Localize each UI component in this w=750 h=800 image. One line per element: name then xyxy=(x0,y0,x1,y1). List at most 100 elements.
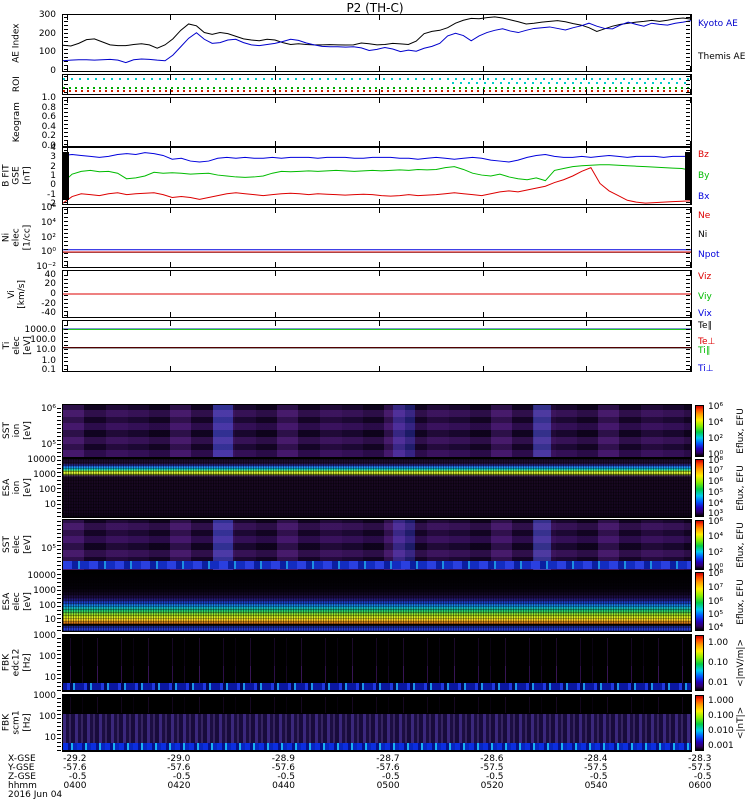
tick-label: 100 xyxy=(38,652,56,663)
tick-label: 1.00 xyxy=(708,637,729,648)
tick-label: 0.01 xyxy=(708,678,729,689)
tick-label: 0 xyxy=(50,180,56,191)
tick-label: 100 xyxy=(38,485,56,496)
x-tick-mark xyxy=(274,141,276,146)
tick-label: 1.0 xyxy=(41,355,56,366)
row-label-z-gse: Z-GSE xyxy=(8,772,36,782)
series-legend-label: Bz xyxy=(698,150,709,161)
fbk-scm1-spectrogram xyxy=(57,694,692,752)
tick-label: 10⁶ xyxy=(708,401,724,412)
x-tick-mark xyxy=(378,98,380,103)
tick-label: 1000 xyxy=(33,690,56,701)
time-tick-column: -29.0 -57.6 -0.5 0420 xyxy=(167,754,191,791)
tick-label: 1.0 xyxy=(41,93,56,103)
ti-legend: Te∥ Te⊥ Ti∥ Ti⊥ xyxy=(698,320,750,374)
tick-label: 4 xyxy=(50,143,56,154)
fbk-edc12-streaks-lower xyxy=(63,665,691,685)
panel-esa-ion: ESA ion [eV] 10000 1000 100 10 10⁸ 10⁷ 10⁶ 10⁵ 10… xyxy=(0,455,750,519)
sst-elec-low-energy-band xyxy=(63,561,691,569)
by-line xyxy=(63,165,691,183)
tick-label: 10⁵ xyxy=(40,439,56,450)
tick-label: 10 xyxy=(44,614,56,625)
tick-label: 100 xyxy=(38,712,56,723)
bfit-legend: Bz By Bx xyxy=(698,147,750,205)
bfit-dropout-right xyxy=(685,152,691,200)
tick-label: 1000 xyxy=(33,630,56,641)
tick-label: 1000 xyxy=(33,470,56,481)
keogram-ytick-labels: 1.0 0.8 0.6 0.4 0.2 0.0 xyxy=(0,93,58,151)
sst-ion-colorbar xyxy=(695,405,704,457)
sst-ion-colorbar-unit: Eflux, EFU xyxy=(736,408,746,454)
vi-plot-area xyxy=(62,270,692,318)
panel-bfit: B FIT GSE [nT] 4 3 2 1 0 -1 -2 Bz By Bx xyxy=(0,143,750,209)
axis-row-labels: X-GSE Y-GSE Z-GSE hhmm xyxy=(8,755,37,791)
tick-label: 0.10 xyxy=(708,658,729,668)
tick-label: 10⁰ xyxy=(40,247,56,258)
roi-plot-area xyxy=(62,74,692,95)
panel-ti: Ti elec [eV] 1000.0 100.0 10.0 1.0 0.1 Te∥ Te⊥ T… xyxy=(0,320,750,375)
ae-legend: Kyoto AE Themis AE xyxy=(698,14,750,72)
tick-label: 10⁷ xyxy=(708,583,724,594)
fbk-scm1-colorbar-unit: <|nT|> xyxy=(736,706,747,740)
fbk-edc12-colorbar xyxy=(695,635,704,691)
ni-ytick-labels: 10⁶ 10⁴ 10² 10⁰ 10⁻² xyxy=(0,203,58,272)
tick-label: 1 xyxy=(50,171,56,181)
esa-ion-spectrogram xyxy=(57,458,692,518)
tick-label: -20 xyxy=(41,298,56,309)
roi-row-cyan-2 xyxy=(452,82,691,84)
ae-ytick-labels: 300 200 100 0 xyxy=(0,10,58,76)
tick-label: 1000.0 xyxy=(24,324,57,335)
tick-label: 0.4 xyxy=(41,121,56,132)
tick-label: 10² xyxy=(40,232,56,243)
sst-elec-spectrogram xyxy=(57,519,692,571)
row-label-hhmm: hhmm xyxy=(8,781,37,791)
tick-label: 10² xyxy=(708,547,724,558)
tick-label: 10⁴ xyxy=(708,417,724,428)
series-legend-label: Ti∥ xyxy=(698,346,711,356)
tick-label: 0.0 xyxy=(41,140,56,151)
panel-sst-elec: SST elec [eV] 10⁵ 10⁶ 10⁴ 10² 10⁰ Eflux, EFU xyxy=(0,517,750,574)
tick-label: 10⁶ xyxy=(40,203,56,214)
vi-ytick-labels: 40 20 0 -20 -40 xyxy=(0,270,58,318)
fbk-edc12-colorbar-ticks: 1.00 0.10 0.01 xyxy=(708,634,748,692)
fbk-scm1-bottom-band xyxy=(63,743,691,750)
time-tick-column: -28.6 -57.5 -0.5 0520 xyxy=(480,754,504,791)
series-legend-label: Te∥ xyxy=(698,321,713,332)
date-label: 2016 Jun 04 xyxy=(8,790,63,800)
tick-label: -2 xyxy=(47,198,56,209)
tick-label: 0.8 xyxy=(41,102,56,113)
tick-label: 10000 xyxy=(27,455,56,466)
series-legend-label: Themis AE xyxy=(698,52,746,63)
bfit-plot-area xyxy=(62,147,692,205)
esa-elec-colorbar xyxy=(695,572,704,631)
fbk-edc12-ytick-labels: 1000 100 10 xyxy=(0,630,58,692)
tick-label: -1 xyxy=(47,189,56,200)
tick-label: 2 xyxy=(50,161,56,172)
series-legend-label: Ne xyxy=(698,210,711,221)
time-axis-labels: -29.2 -57.6 -0.5 0400 -29.0 -57.6 -0.5 0420 -28.… xyxy=(62,754,711,791)
fbk-scm1-streaks-upper xyxy=(63,697,691,713)
tick-label: 10 xyxy=(44,500,56,511)
esa-ion-colorbar-ticks: 10⁸ 10⁷ 10⁶ 10⁵ 10⁴ 10³ xyxy=(708,456,748,519)
tick-label: 10000 xyxy=(27,571,56,582)
series-legend-label: Te⊥ xyxy=(698,336,716,347)
esa-elec-colorbar-unit: Eflux, EFU xyxy=(736,578,746,625)
panel-ae-index: AE Index 300 200 100 0 Kyoto AE Themis AE xyxy=(0,10,750,76)
tick-label: 10⁴ xyxy=(40,217,56,228)
ti-chart xyxy=(63,321,691,371)
panel-ni: Ni elec [1/cc] 10⁶ 10⁴ 10² 10⁰ 10⁻² Ne Ni Npot xyxy=(0,203,750,272)
tick-label: 1.000 xyxy=(708,695,734,706)
bfit-chart xyxy=(63,148,691,204)
tick-label: 300 xyxy=(38,10,56,21)
series-legend-label: Ti⊥ xyxy=(698,363,714,374)
fbk-edc12-bottom-band xyxy=(63,683,691,690)
tick-label: 100 xyxy=(38,600,56,611)
ni-legend: Ne Ni Npot xyxy=(698,207,750,268)
kyoto-ae-line xyxy=(63,21,691,63)
tick-label: 10² xyxy=(708,434,724,445)
esa-elec-spectrogram xyxy=(57,571,692,632)
tick-label: 10⁶ xyxy=(708,477,724,487)
series-legend-label: Npot xyxy=(698,249,720,260)
tick-label: 10⁴ xyxy=(708,532,724,543)
time-tick-column: -28.3 -57.5 -0.5 0600 xyxy=(688,754,712,791)
